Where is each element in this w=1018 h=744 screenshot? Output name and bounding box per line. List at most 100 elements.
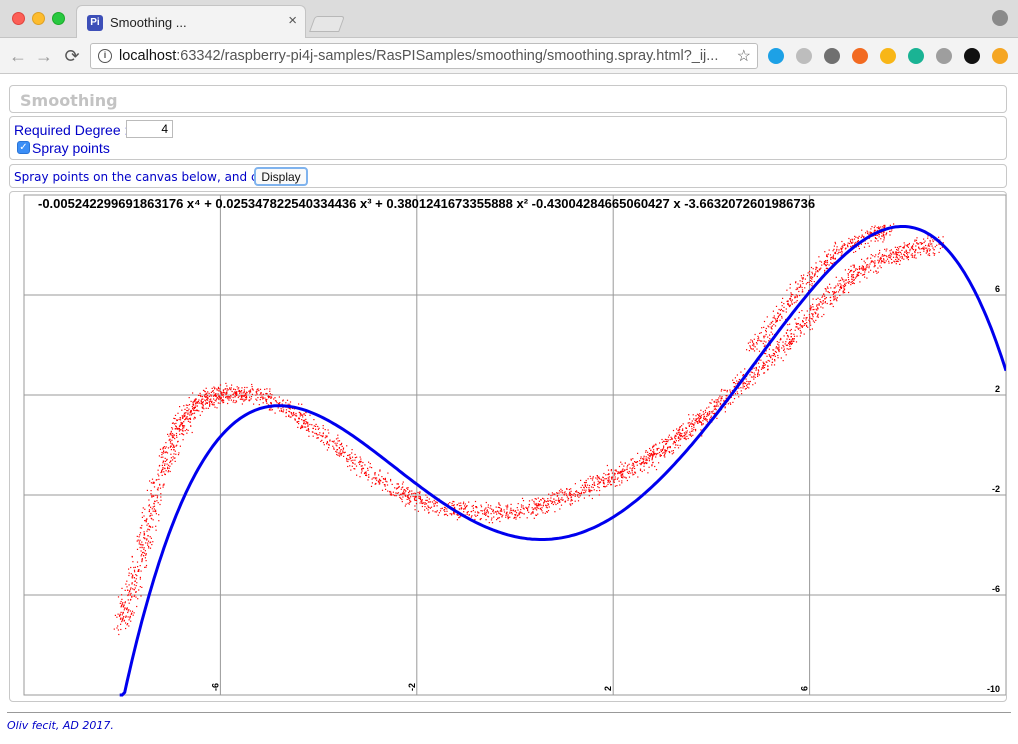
spray-point — [619, 484, 621, 486]
display-button[interactable]: Display — [254, 167, 308, 186]
spray-point — [790, 293, 793, 295]
alert-ext-icon[interactable] — [992, 48, 1008, 64]
spray-point — [169, 440, 172, 442]
spray-point — [815, 308, 817, 310]
yellow-ext-icon[interactable] — [880, 48, 896, 64]
spray-point — [829, 283, 831, 285]
spray-point — [806, 325, 808, 327]
info-icon[interactable]: i — [98, 49, 112, 63]
spray-point — [933, 249, 935, 251]
spray-points-label[interactable]: Spray points — [32, 140, 110, 156]
minimize-window-button[interactable] — [32, 12, 45, 25]
spray-point — [781, 317, 783, 319]
close-tab-icon[interactable]: × — [288, 12, 297, 29]
spray-point — [523, 513, 525, 515]
spray-point — [162, 462, 164, 464]
spray-point — [737, 393, 739, 395]
spray-point — [340, 443, 342, 446]
spray-point — [135, 596, 137, 598]
spray-point — [716, 401, 718, 404]
spray-point — [168, 467, 170, 469]
spray-point — [150, 506, 152, 508]
spray-point — [744, 382, 746, 384]
spray-point — [927, 254, 929, 256]
spray-point — [120, 600, 122, 603]
spray-point — [124, 602, 126, 604]
spray-canvas[interactable]: -6 -2 2 6 62-2-6-10 -0.005242299691863176 x… — [10, 192, 1006, 701]
spray-point — [856, 274, 858, 276]
new-tab-button[interactable] — [309, 16, 345, 32]
orange-ext-icon[interactable] — [852, 48, 868, 64]
spray-point — [868, 265, 870, 267]
spray-point — [164, 473, 166, 475]
spray-point — [202, 389, 205, 391]
spray-point — [573, 493, 575, 495]
spray-points-checkbox[interactable]: ✓ — [17, 141, 30, 154]
ring-ext-icon[interactable] — [964, 48, 980, 64]
url-text[interactable]: localhost:63342/raspberry-pi4j-samples/R… — [119, 48, 719, 64]
spray-point — [334, 442, 336, 444]
close-window-button[interactable] — [12, 12, 25, 25]
spray-point — [855, 241, 857, 243]
spray-point — [771, 361, 773, 364]
m-ext-icon[interactable] — [908, 48, 924, 64]
spray-point — [870, 257, 872, 259]
spray-point — [371, 478, 373, 480]
bookmark-star-icon[interactable]: ☆ — [736, 48, 751, 65]
spray-point — [719, 403, 721, 405]
dots-ext-icon[interactable] — [796, 48, 812, 64]
spray-point — [816, 305, 818, 307]
spray-point — [192, 401, 194, 403]
spray-point — [622, 473, 624, 475]
spray-point — [777, 357, 779, 359]
spray-point — [347, 465, 349, 468]
spray-point — [161, 451, 163, 454]
spray-point — [909, 248, 911, 250]
spray-point — [135, 591, 137, 593]
spray-point — [210, 394, 212, 396]
spray-point — [817, 307, 819, 309]
spray-point — [842, 246, 844, 248]
spray-point — [811, 273, 814, 275]
spray-point — [833, 258, 835, 260]
spray-point — [211, 401, 213, 403]
spray-point — [498, 517, 500, 519]
spray-point — [808, 274, 811, 276]
profile-icon[interactable] — [992, 10, 1008, 26]
spray-point — [834, 252, 836, 254]
spray-point — [633, 465, 635, 467]
circle-ext-icon[interactable] — [768, 48, 784, 64]
spray-point — [686, 435, 688, 437]
spray-point — [851, 242, 853, 244]
spray-point — [347, 460, 349, 463]
spray-point — [590, 489, 592, 491]
spray-point — [652, 454, 654, 456]
spray-point — [851, 274, 853, 276]
spray-point — [688, 425, 690, 427]
forward-arrow-icon[interactable]: → — [35, 46, 53, 66]
spray-point — [785, 311, 787, 313]
mail-ext-icon[interactable] — [824, 48, 840, 64]
arrow-ext-icon[interactable] — [936, 48, 952, 64]
spray-point — [873, 227, 875, 229]
spray-point — [825, 288, 827, 290]
spray-point — [244, 398, 246, 400]
spray-point — [212, 403, 214, 405]
spray-point — [684, 437, 686, 440]
degree-input[interactable] — [126, 120, 173, 138]
spray-point — [340, 454, 342, 456]
tab-smoothing[interactable]: Pi Smoothing ... × — [76, 5, 306, 39]
spray-point — [207, 407, 209, 409]
spray-point — [782, 310, 784, 312]
zoom-window-button[interactable] — [52, 12, 65, 25]
spray-point — [154, 510, 156, 512]
spray-point — [551, 500, 553, 503]
address-bar[interactable]: i localhost:63342/raspberry-pi4j-samples… — [90, 43, 758, 69]
back-arrow-icon[interactable]: ← — [9, 46, 27, 66]
spray-point — [663, 451, 665, 453]
reload-icon[interactable]: ⟳ — [64, 46, 80, 66]
spray-point — [515, 514, 517, 516]
spray-point — [908, 242, 910, 245]
spray-point — [482, 513, 484, 515]
spray-point — [781, 315, 783, 318]
